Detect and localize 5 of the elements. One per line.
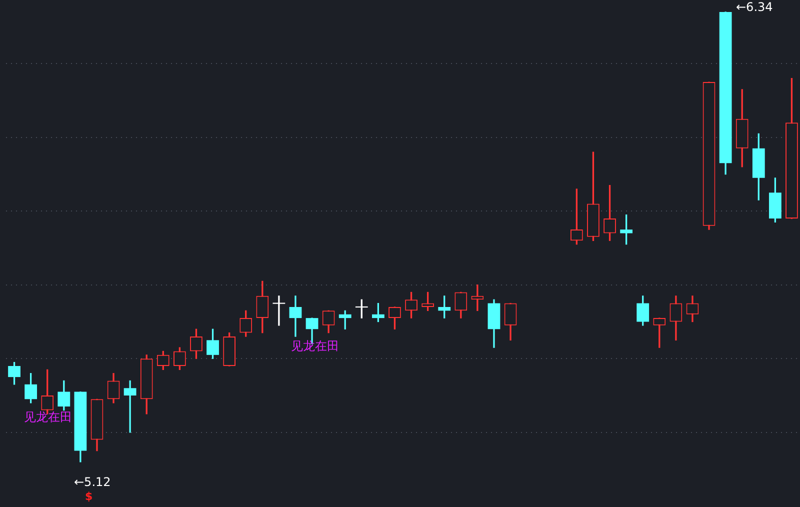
annotation: 见龙在田 [291, 339, 339, 354]
text: $ [85, 490, 93, 503]
annotation: ←6.34 [736, 0, 773, 14]
text: ←5.12 [74, 475, 111, 490]
annotation: 见龙在田 [24, 410, 72, 424]
